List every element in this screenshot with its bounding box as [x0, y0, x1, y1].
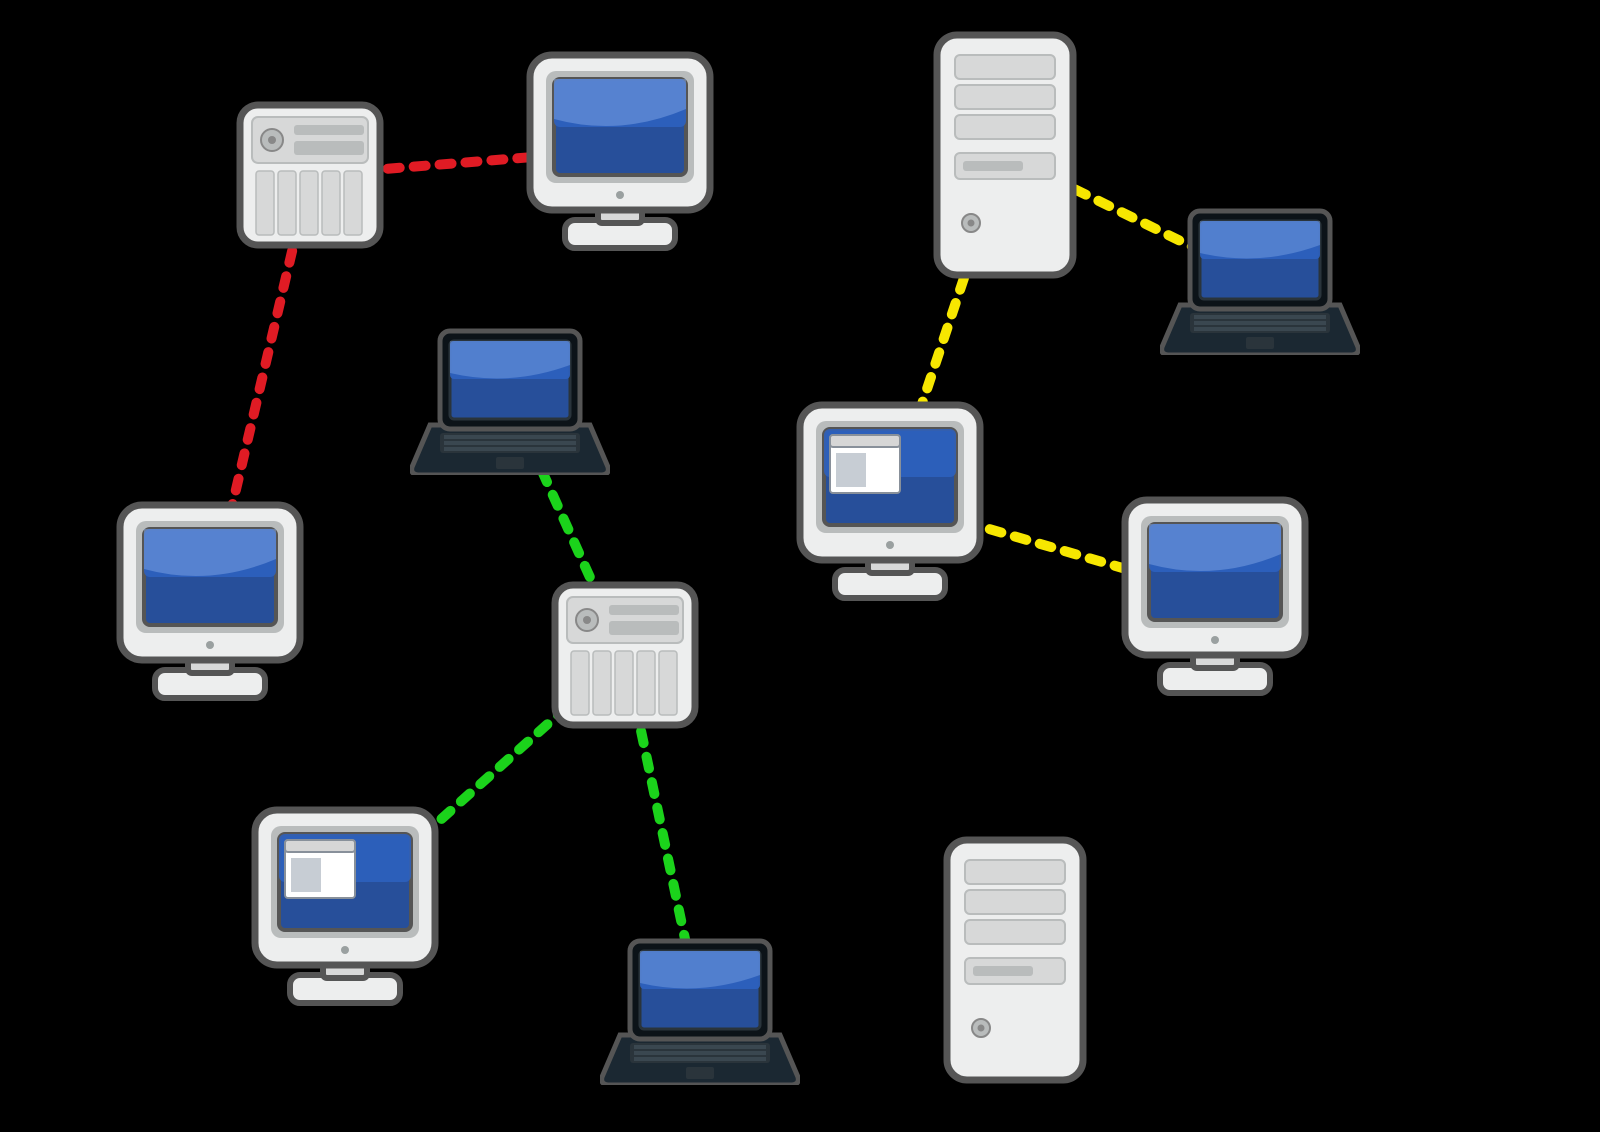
node-laptop2 — [410, 325, 610, 475]
desktop_win-icon — [790, 395, 990, 605]
laptop-icon — [1160, 205, 1360, 355]
node-desktop1 — [520, 45, 720, 255]
storage-icon — [545, 575, 705, 735]
desktop-icon — [110, 495, 310, 705]
node-desktop2 — [110, 495, 310, 705]
storage-icon — [230, 95, 390, 255]
tower-icon — [935, 830, 1095, 1090]
node-deskwin2 — [245, 800, 445, 1010]
laptop-icon — [410, 325, 610, 475]
network-diagram — [0, 0, 1600, 1132]
desktop-icon — [1115, 490, 1315, 700]
node-deskwin1 — [790, 395, 990, 605]
laptop-icon — [600, 935, 800, 1085]
desktop_win-icon — [245, 800, 445, 1010]
node-storage2 — [545, 575, 705, 735]
node-storage1 — [230, 95, 390, 255]
node-tower2 — [935, 830, 1095, 1090]
node-desktop3 — [1115, 490, 1315, 700]
node-tower1 — [925, 25, 1085, 285]
tower-icon — [925, 25, 1085, 285]
desktop-icon — [520, 45, 720, 255]
node-laptop3 — [600, 935, 800, 1085]
node-laptop1 — [1160, 205, 1360, 355]
